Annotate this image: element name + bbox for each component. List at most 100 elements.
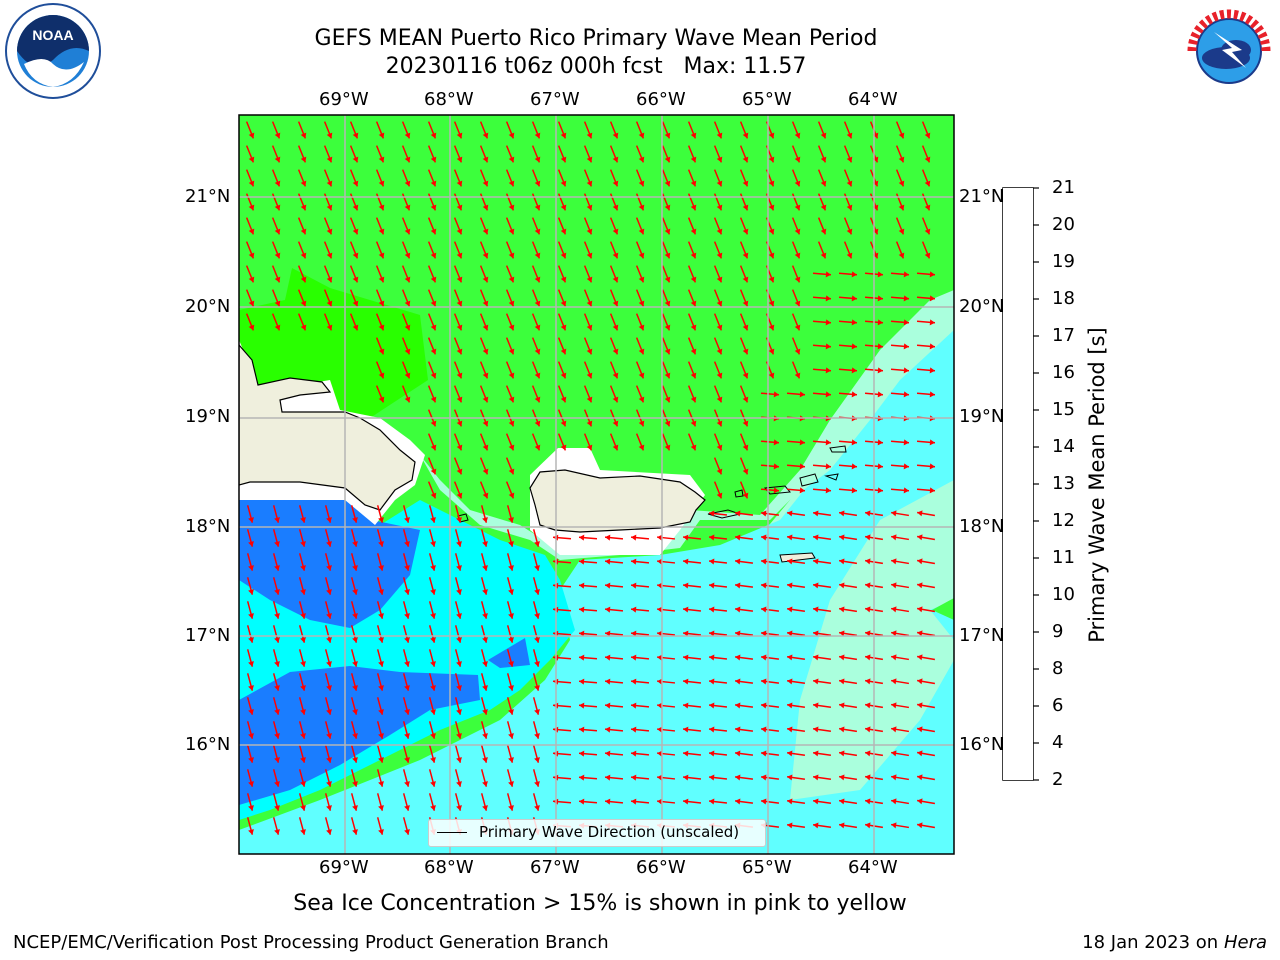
noaa-logo-text: NOAA	[32, 27, 73, 43]
wave-arrow-head	[352, 709, 358, 715]
wave-arrow-head	[430, 709, 436, 715]
wave-arrow-head	[605, 702, 611, 709]
wave-arrow-head	[924, 204, 931, 211]
wave-arrow-head	[683, 726, 689, 733]
wave-arrow-head	[657, 750, 663, 757]
wave-arrow-head	[482, 444, 489, 451]
wave-arrow-head	[773, 463, 779, 470]
wave-arrow-head	[690, 444, 697, 451]
wave-arrow-head	[378, 805, 384, 811]
wave-arrow-head	[378, 757, 384, 763]
wave-arrow-head	[903, 463, 909, 470]
wave-arrow-head	[657, 774, 663, 781]
wave-arrow-head	[742, 252, 749, 259]
wave-arrow-head	[891, 774, 897, 781]
wave-arrow-head	[917, 774, 923, 781]
wave-arrow-head	[716, 132, 723, 139]
wave-arrow-head	[482, 541, 488, 547]
wave-arrow-head	[352, 276, 359, 283]
wave-arrow-head	[664, 324, 671, 331]
wave-arrow-head	[917, 606, 923, 613]
wave-arrow-head	[820, 204, 827, 211]
wave-arrow-head	[482, 517, 488, 523]
field-period-8	[239, 330, 954, 854]
wave-arrow-head	[742, 468, 749, 475]
wave-arrow-head	[274, 324, 281, 331]
wave-arrow-head	[248, 541, 254, 547]
wave-arrow-head	[631, 678, 637, 685]
wave-arrow-head	[846, 204, 853, 211]
wave-arrow-head	[716, 468, 723, 475]
wave-arrow-head	[508, 685, 514, 691]
wave-arrow-head	[456, 300, 463, 307]
wave-arrow-head	[404, 685, 410, 691]
wave-arrow-head	[456, 372, 463, 379]
wave-arrow-head	[638, 324, 645, 331]
wave-arrow-head	[352, 685, 358, 691]
wave-arrow-head	[690, 180, 697, 187]
wave-arrow-head	[430, 228, 437, 235]
wave-arrow-head	[586, 420, 593, 427]
wave-arrow-head	[456, 444, 463, 451]
wave-arrow-head	[761, 630, 767, 637]
wave-arrow-head	[378, 541, 384, 547]
wave-arrow-head	[612, 396, 619, 403]
wave-arrow-head	[482, 637, 488, 643]
wave-arrow-head	[865, 510, 871, 517]
wave-arrow-head	[300, 613, 306, 619]
colorbar-tick-label: 4	[1052, 732, 1064, 753]
wave-arrow-head	[872, 252, 879, 259]
wave-arrow-head	[326, 541, 332, 547]
wave-arrow-head	[352, 156, 359, 163]
wave-arrow-head	[813, 822, 819, 829]
wave-arrow-head	[742, 492, 749, 499]
wave-arrow-head	[891, 678, 897, 685]
lon-label-top-67: 67°W	[530, 89, 580, 110]
lat-label-left-19: 19°N	[185, 406, 231, 427]
wave-arrow-head	[404, 276, 411, 283]
wave-arrow-head	[664, 348, 671, 355]
wave-arrow-head	[690, 252, 697, 259]
colorbar-tick-label: 18	[1052, 288, 1075, 309]
wave-arrow-head	[579, 750, 585, 757]
wave-arrow-head	[430, 276, 437, 283]
wave-arrow-head	[534, 541, 540, 547]
wave-arrow-head	[560, 204, 567, 211]
wave-arrow-head	[851, 343, 857, 350]
wave-arrow-head	[605, 582, 611, 589]
wave-arrow-head	[891, 630, 897, 637]
wave-arrow-head	[508, 132, 515, 139]
wave-arrow-head	[404, 637, 410, 643]
wave-arrow-head	[378, 637, 384, 643]
wave-arrow-head	[851, 391, 857, 398]
wave-arrow-head	[248, 252, 255, 259]
wave-arrow-head	[430, 781, 436, 787]
wave-arrow-head	[787, 678, 793, 685]
wave-arrow-head	[300, 781, 306, 787]
wave-arrow-head	[768, 372, 775, 379]
wave-arrow-head	[903, 343, 909, 350]
wave-arrow-head	[534, 252, 541, 259]
wave-arrow-head	[560, 228, 567, 235]
wave-arrow-head	[378, 517, 384, 523]
wave-arrow-head	[404, 372, 411, 379]
wave-arrow-head	[631, 774, 637, 781]
wave-arrow-head	[891, 606, 897, 613]
wave-arrow-head	[534, 757, 540, 763]
wave-arrow-head	[482, 709, 488, 715]
wave-arrow-head	[903, 439, 909, 446]
wave-arrow-head	[735, 678, 741, 685]
wave-arrow-head	[787, 630, 793, 637]
wave-arrow-head	[929, 439, 935, 446]
wave-arrow-head	[657, 702, 663, 709]
wave-arrow-head	[430, 180, 437, 187]
wave-arrow-head	[326, 685, 332, 691]
wave-arrow-head	[508, 204, 515, 211]
lon-label-bottom-66: 66°W	[636, 857, 686, 878]
wave-arrow-head	[300, 685, 306, 691]
wave-arrow-head	[716, 444, 723, 451]
wave-arrow-head	[482, 733, 488, 739]
wave-arrow-head	[683, 774, 689, 781]
wave-arrow-head	[508, 324, 515, 331]
